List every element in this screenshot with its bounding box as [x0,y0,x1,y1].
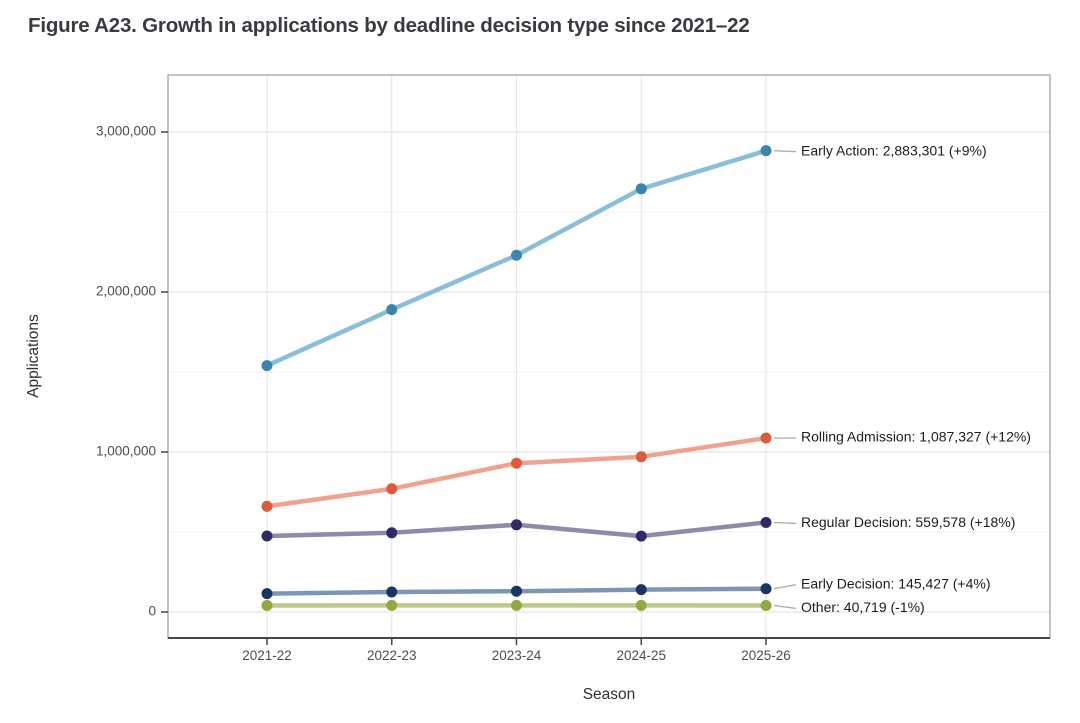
figure-title: Figure A23. Growth in applications by de… [28,14,750,37]
data-point-rolling-admission-2025-26 [760,432,772,444]
x-tick-label: 2023-24 [492,648,542,663]
data-point-regular-decision-2025-26 [760,516,772,528]
series-end-label-regular-decision: Regular Decision: 559,578 (+18%) [801,514,1015,530]
series-end-label-rolling-admission: Rolling Admission: 1,087,327 (+12%) [801,429,1031,445]
data-point-early-action-2025-26 [760,145,772,157]
data-point-other-2025-26 [760,599,772,611]
x-tick-label: 2024-25 [616,648,666,663]
data-point-rolling-admission-2023-24 [511,457,522,469]
data-point-rolling-admission-2021-22 [261,500,273,512]
data-point-regular-decision-2023-24 [511,519,522,531]
label-connector [773,604,797,610]
series-end-label-early-action: Early Action: 2,883,301 (+9%) [801,142,987,158]
data-point-early-action-2022-23 [386,304,398,316]
label-connector [773,521,797,525]
panel-border [167,74,1051,639]
data-point-other-2024-25 [635,599,647,611]
y-tick-label: 1,000,000 [96,444,156,459]
data-point-rolling-admission-2024-25 [635,451,647,463]
x-tick-label: 2025-26 [741,648,791,663]
data-point-early-decision-2023-24 [511,585,522,597]
label-connector [773,584,797,590]
data-point-early-decision-2021-22 [261,588,273,600]
y-tick-label: 3,000,000 [96,124,156,139]
y-tick-label: 2,000,000 [96,284,156,299]
data-point-early-action-2024-25 [635,183,647,195]
data-point-early-action-2023-24 [511,249,522,261]
data-point-other-2023-24 [511,599,522,611]
data-point-regular-decision-2024-25 [635,530,647,542]
series-end-label-other: Other: 40,719 (-1%) [801,599,925,615]
data-point-other-2022-23 [386,599,398,611]
data-point-other-2021-22 [261,599,273,611]
data-point-rolling-admission-2022-23 [386,483,398,495]
x-tick-label: 2021-22 [242,648,292,663]
y-tick-label: 0 [148,604,156,619]
data-point-regular-decision-2022-23 [386,527,398,539]
data-point-regular-decision-2021-22 [261,530,273,542]
y-axis-title: Applications [25,314,42,398]
x-axis-title: Season [582,686,636,703]
x-tick-label: 2022-23 [367,648,417,663]
label-connector [773,149,797,153]
data-point-early-action-2021-22 [261,360,273,372]
data-point-early-decision-2024-25 [635,584,647,596]
data-point-early-decision-2022-23 [386,586,398,598]
series-end-label-early-decision: Early Decision: 145,427 (+4%) [801,575,991,591]
data-point-early-decision-2025-26 [760,583,772,595]
